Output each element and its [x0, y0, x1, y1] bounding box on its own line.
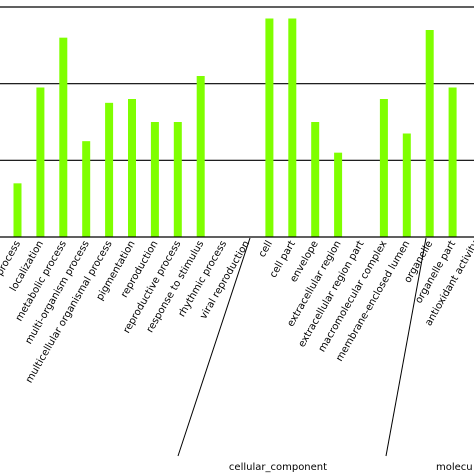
- group-label: cellular_component: [229, 462, 327, 473]
- group-separator-1: [177, 237, 251, 457]
- bar-cell: [265, 18, 274, 237]
- bar-organelle-part: [448, 87, 457, 237]
- gridlines: [0, 6, 474, 161]
- bar-metabolic-process: [59, 37, 68, 237]
- bar-organelle: [425, 30, 434, 237]
- bar-n-process: [13, 183, 22, 237]
- bar-cell-part: [288, 18, 297, 237]
- group-separators: cellular_component molecu: [177, 237, 473, 473]
- bar-reproduction: [150, 122, 159, 237]
- bar-multi-organism-process: [82, 141, 91, 237]
- bar-localization: [36, 87, 45, 237]
- bar-envelope: [311, 122, 320, 237]
- bars: [13, 18, 457, 237]
- bar-response-to-stimulus: [196, 76, 205, 237]
- tick-label: cell: [257, 239, 275, 259]
- group-label: molecu: [436, 462, 473, 473]
- bar-reproductive-process: [173, 122, 182, 237]
- group-separator-2: [385, 237, 427, 457]
- bar-multicellular-organismal-process: [105, 102, 114, 237]
- bar-extracellular-region: [334, 152, 343, 237]
- bar-membrane-enclosed-lumen: [402, 133, 411, 237]
- bar-macromolecular-complex: [379, 99, 388, 237]
- bar-pigmentation: [128, 99, 136, 237]
